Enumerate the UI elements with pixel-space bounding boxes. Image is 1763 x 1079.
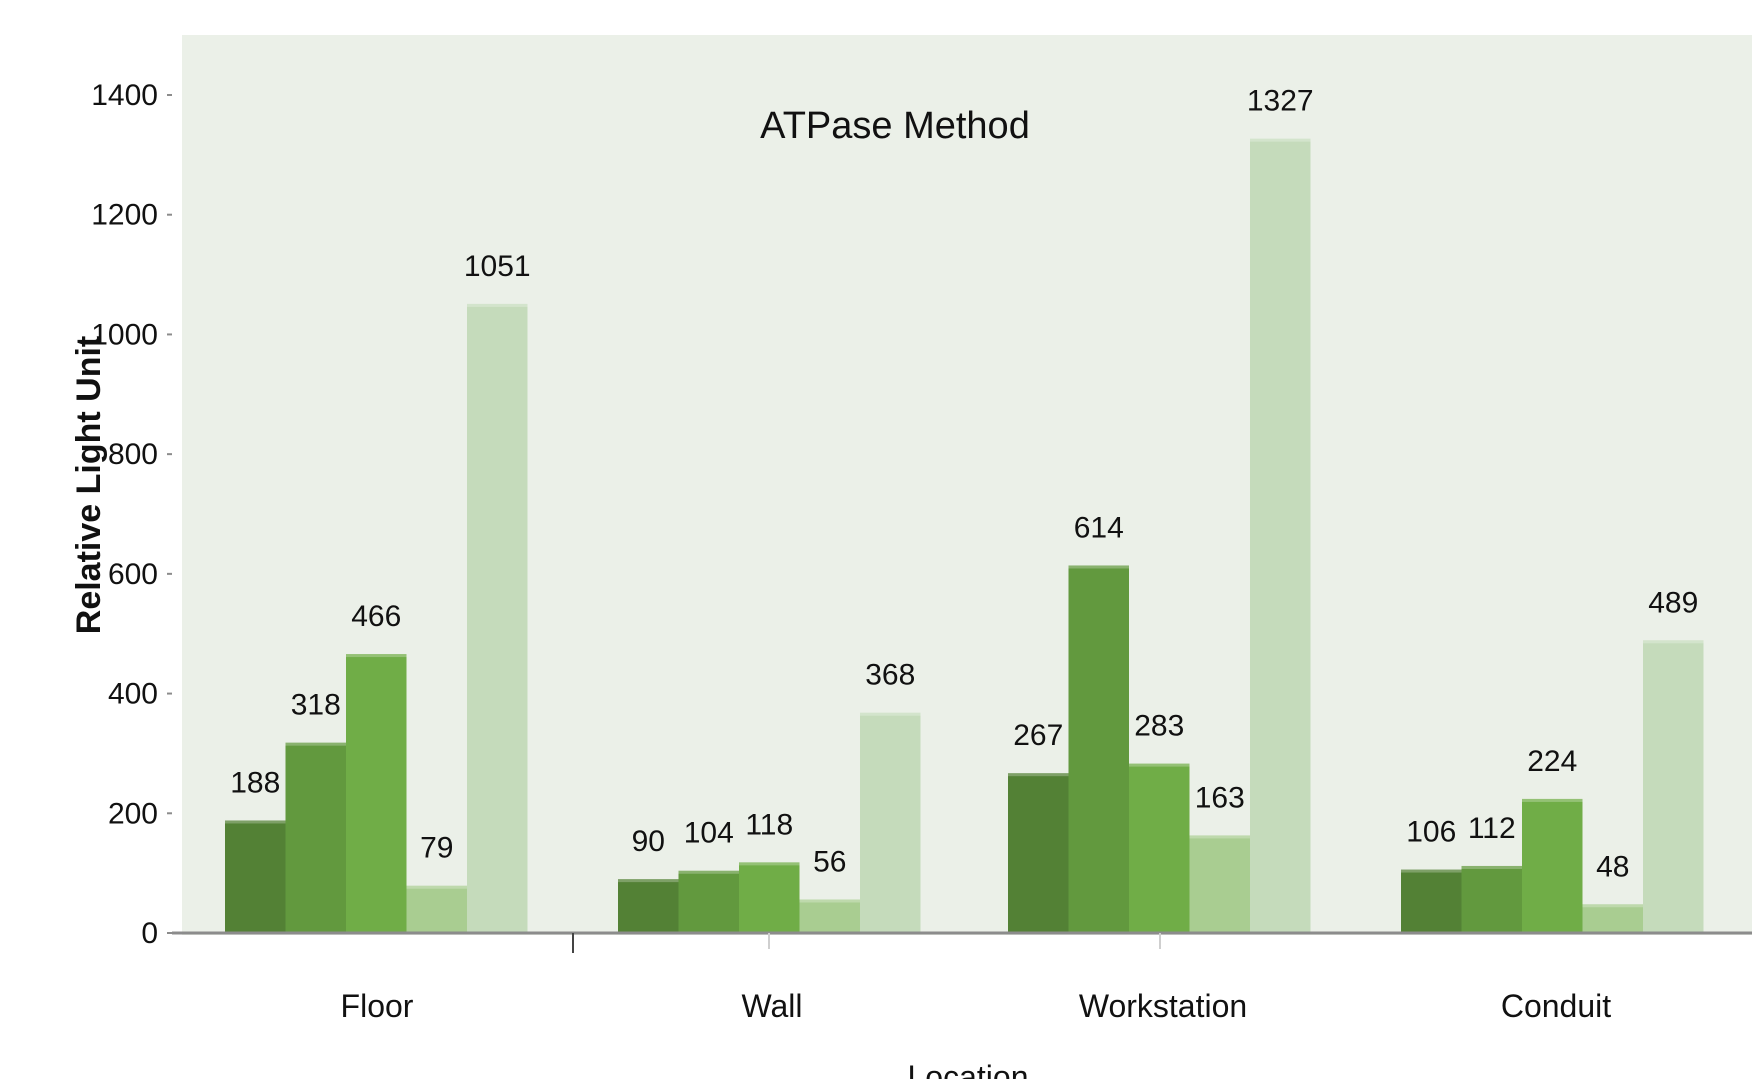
data-label: 1051 <box>464 250 531 283</box>
data-label: 112 <box>1468 812 1516 845</box>
data-label: 90 <box>632 825 665 858</box>
bar <box>1522 798 1583 933</box>
bar <box>799 899 860 933</box>
chart-title: ATPase Method <box>760 105 1030 147</box>
bar-highlight <box>406 885 467 889</box>
bar-highlight <box>1008 773 1069 777</box>
data-label: 104 <box>684 817 734 850</box>
data-label: 489 <box>1648 586 1698 619</box>
y-axis-title: Relative Light Unit <box>70 336 108 634</box>
bar-highlight <box>799 899 860 903</box>
bar <box>1129 763 1190 933</box>
bar-highlight <box>467 303 528 307</box>
data-label: 188 <box>230 766 280 799</box>
bar-highlight <box>285 742 346 746</box>
x-tick-label: Workstation <box>1079 988 1247 1024</box>
x-axis: Floor Wall Workstation Conduit <box>172 931 1752 1024</box>
bar <box>1250 138 1311 934</box>
y-tick-label: 1200 <box>91 199 158 232</box>
data-label: 118 <box>745 808 793 841</box>
y-tick-label: 1000 <box>91 318 158 351</box>
bar-highlight <box>1461 865 1522 869</box>
bar-highlight <box>1582 904 1643 908</box>
data-label: 283 <box>1134 710 1184 743</box>
y-tick-label: 1400 <box>91 79 158 112</box>
y-tick-label: 0 <box>141 917 158 950</box>
value-labels-group: 188 318 466 79 1051 90 104 118 56 368 267 614 283 163… <box>230 85 1698 884</box>
bar <box>1582 904 1643 933</box>
x-tick-label: Floor <box>341 988 414 1024</box>
data-label: 106 <box>1406 816 1456 849</box>
bar-highlight <box>860 712 921 716</box>
bar-highlight <box>1401 869 1462 873</box>
x-axis-title: Location <box>908 1059 1029 1079</box>
bar <box>225 820 286 933</box>
bar-highlight <box>1250 138 1311 142</box>
bar-highlight <box>678 870 739 874</box>
bar <box>1643 640 1704 933</box>
bar-highlight <box>1522 798 1583 802</box>
bar <box>285 742 346 933</box>
bar <box>467 303 528 933</box>
y-axis: 0 200 400 600 800 1000 1200 1400 <box>91 79 172 950</box>
bar <box>860 712 921 933</box>
bar-highlight <box>1189 835 1250 839</box>
bar <box>1008 773 1069 933</box>
x-tick-label: Conduit <box>1501 988 1611 1024</box>
bar <box>406 885 467 933</box>
bar <box>1068 565 1129 933</box>
x-tick-label: Wall <box>741 988 802 1024</box>
bar <box>739 862 800 933</box>
y-tick-label: 600 <box>108 558 158 591</box>
bar <box>618 879 679 933</box>
y-tick-label: 800 <box>108 438 158 471</box>
bar-highlight <box>1068 565 1129 569</box>
bar <box>678 870 739 933</box>
plot-area <box>182 35 1752 935</box>
bar-highlight <box>225 820 286 824</box>
data-label: 614 <box>1074 511 1124 544</box>
y-tick-label: 200 <box>108 797 158 830</box>
bar <box>346 654 407 933</box>
data-label: 318 <box>291 689 341 722</box>
bar <box>1401 869 1462 933</box>
bars-group <box>225 138 1704 934</box>
data-label: 224 <box>1527 745 1577 778</box>
bar-highlight <box>346 654 407 658</box>
data-label: 56 <box>813 845 846 878</box>
y-tick-label: 400 <box>108 678 158 711</box>
data-label: 466 <box>351 600 401 633</box>
data-label: 267 <box>1013 719 1063 752</box>
bar-highlight <box>1129 763 1190 767</box>
data-label: 79 <box>420 832 453 865</box>
data-label: 163 <box>1195 781 1245 814</box>
data-label: 368 <box>865 659 915 692</box>
data-label: 48 <box>1596 850 1629 883</box>
bar-highlight <box>739 862 800 866</box>
bar <box>1461 865 1522 933</box>
bar <box>1189 835 1250 933</box>
bar-highlight <box>618 879 679 883</box>
data-label: 1327 <box>1247 85 1314 118</box>
bar-highlight <box>1643 640 1704 644</box>
